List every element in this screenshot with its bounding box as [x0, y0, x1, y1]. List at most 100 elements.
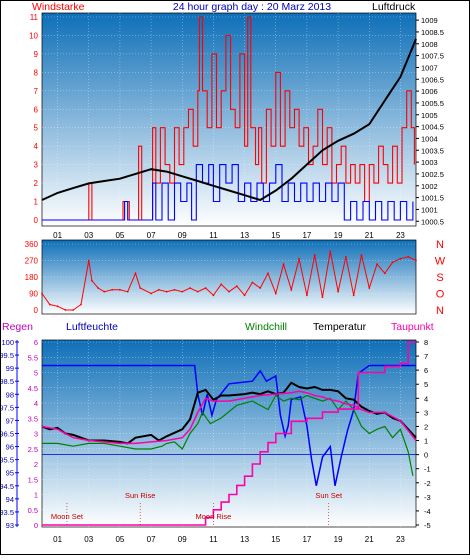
- tick-label-pressure-1004: 1004: [421, 134, 438, 143]
- tick-label-rain-3: 3: [34, 430, 38, 439]
- direction-point-12: [126, 290, 129, 293]
- direction-point-40: [344, 255, 347, 258]
- direction-point-0: [41, 292, 43, 295]
- tick-label-wind-3: 3: [34, 161, 39, 170]
- direction-point-36: [313, 254, 316, 256]
- tick-label-pressure-1000-5: 1000.5: [421, 217, 444, 226]
- tick-label-humidity-97-5: 97.5: [0, 403, 14, 412]
- tick-label-temp-5: 5: [424, 380, 428, 389]
- tick-label-hour-15: 15: [271, 231, 280, 240]
- direction-point-47: [399, 257, 402, 260]
- tick-label-hour-05: 05: [115, 231, 124, 240]
- direction-point-48: [407, 255, 410, 258]
- tick-label-humidity-98: 98: [6, 390, 14, 399]
- tick-label-temp-1: 1: [424, 437, 428, 446]
- tick-label-pressure-1005: 1005: [421, 111, 438, 120]
- luftfeuchte-label: Luftfeuchte: [66, 321, 118, 333]
- chart-marks-layer: 012345678910111000.510011001.510021002.5…: [0, 13, 446, 544]
- tick-label-pressure-1005-5: 1005.5: [421, 99, 444, 108]
- tick-label-hour-lower-03: 03: [84, 535, 93, 544]
- tick-label-rain-3-5: 3.5: [28, 414, 38, 423]
- tick-label-direction-180: 180: [25, 273, 39, 282]
- direction-point-39: [337, 290, 339, 293]
- tick-label-humidity-96-5: 96.5: [0, 430, 14, 439]
- direction-point-43: [368, 287, 371, 289]
- tick-label-pressure-1003-5: 1003.5: [421, 146, 444, 155]
- series-windrichtung: [41, 251, 417, 311]
- tick-label-hour-lower-13: 13: [240, 535, 249, 544]
- direction-point-29: [259, 287, 262, 289]
- tick-label-humidity-95: 95: [6, 469, 14, 478]
- direction-point-42: [360, 254, 363, 256]
- direction-point-6: [87, 259, 90, 262]
- tick-label-pressure-1002-5: 1002.5: [421, 170, 444, 179]
- tick-label-temp--2: -2: [424, 479, 431, 488]
- tick-label-temp-0: 0: [424, 451, 428, 460]
- tick-label-temp-7: 7: [424, 352, 428, 361]
- series-temperatur: [41, 381, 417, 445]
- direction-point-17: [165, 290, 168, 293]
- series-luftfeuchte: [42, 364, 416, 486]
- direction-point-20: [189, 287, 191, 289]
- taupunkt-label: Taupunkt: [391, 321, 434, 333]
- tick-label-wind-2: 2: [34, 179, 39, 188]
- tick-label-humidity-93: 93: [6, 521, 14, 530]
- direction-point-31: [274, 292, 277, 295]
- tick-label-wind-4: 4: [34, 142, 39, 151]
- direction-point-14: [139, 287, 142, 289]
- direction-point-49: [415, 259, 417, 262]
- chart-title: 24 hour graph day : 20 Marz 2013: [173, 1, 331, 13]
- tick-label-hour-lower-09: 09: [178, 535, 187, 544]
- compass-label-n-4: N: [436, 305, 444, 317]
- direction-point-37: [321, 296, 324, 299]
- direction-point-33: [290, 288, 293, 291]
- compass-label-n-0: N: [436, 239, 444, 251]
- tick-label-humidity-99: 99: [6, 364, 14, 373]
- tick-label-wind-10: 10: [29, 31, 38, 40]
- tick-label-hour-lower-15: 15: [271, 535, 280, 544]
- tick-label-wind-7: 7: [34, 87, 39, 96]
- tick-label-rain-0-5: 0.5: [28, 506, 38, 515]
- tick-label-wind-5: 5: [34, 124, 39, 133]
- direction-point-32: [282, 263, 285, 266]
- tick-label-hour-21: 21: [365, 231, 374, 240]
- tick-label-rain-2: 2: [34, 460, 38, 469]
- tick-label-direction-90: 90: [29, 290, 38, 299]
- direction-point-18: [173, 288, 176, 291]
- tick-label-rain-6: 6: [34, 338, 38, 347]
- tick-label-humidity-100: 100: [1, 338, 14, 347]
- tick-label-pressure-1007-5: 1007.5: [421, 52, 444, 61]
- event-label-sun-set: Sun Set: [315, 491, 343, 500]
- tick-label-temp--1: -1: [424, 465, 431, 474]
- tick-label-wind-11: 11: [30, 13, 39, 22]
- direction-point-1: [48, 303, 51, 306]
- tick-label-temp--4: -4: [424, 507, 431, 516]
- direction-point-24: [220, 283, 223, 286]
- tick-label-rain-5-5: 5.5: [28, 353, 38, 362]
- tick-label-wind-9: 9: [34, 50, 39, 59]
- tick-label-rain-1: 1: [34, 491, 38, 500]
- direction-point-35: [306, 294, 308, 297]
- tick-label-wind-0: 0: [34, 216, 39, 225]
- tick-label-pressure-1001-5: 1001.5: [421, 194, 444, 203]
- tick-label-rain-1-5: 1.5: [28, 475, 38, 484]
- windchill-label: Windchill: [245, 321, 287, 333]
- tick-label-pressure-1006-5: 1006.5: [421, 75, 444, 84]
- direction-point-2: [56, 305, 59, 308]
- direction-point-9: [103, 290, 106, 293]
- tick-label-temp-2: 2: [424, 422, 428, 431]
- direction-point-11: [119, 288, 121, 291]
- series-windchill: [42, 394, 414, 476]
- direction-point-21: [196, 290, 199, 293]
- tick-label-pressure-1009: 1009: [421, 16, 438, 25]
- direction-point-7: [90, 279, 93, 282]
- direction-point-34: [298, 257, 301, 260]
- compass-label-o-3: O: [436, 289, 445, 301]
- direction-point-22: [204, 287, 207, 289]
- tick-label-direction-0: 0: [34, 306, 39, 315]
- tick-label-hour-03: 03: [84, 231, 93, 240]
- tick-label-pressure-1002: 1002: [421, 182, 438, 191]
- series-gust: [42, 164, 414, 221]
- tick-label-temp-6: 6: [424, 366, 428, 375]
